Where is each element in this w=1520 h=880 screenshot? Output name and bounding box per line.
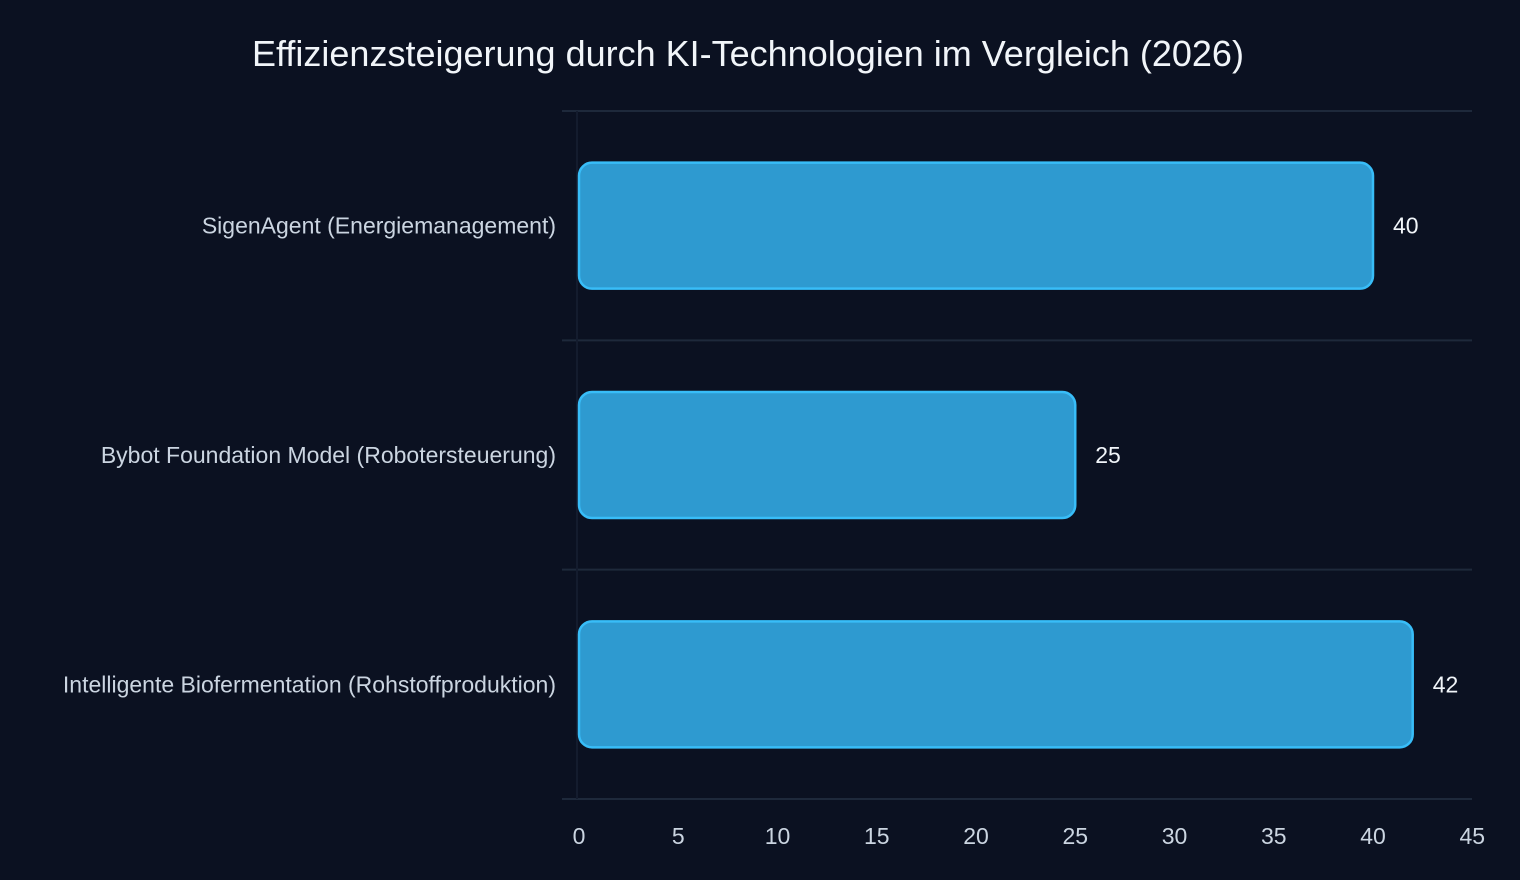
- category-label: SigenAgent (Energiemanagement): [202, 213, 556, 239]
- data-label: 42: [1433, 671, 1459, 697]
- bar: [577, 390, 1077, 520]
- value-labels: 40 25 42: [1095, 213, 1458, 698]
- bars: [577, 161, 1414, 749]
- x-tick-label: 0: [573, 823, 586, 849]
- x-tick-label: 45: [1459, 823, 1485, 849]
- category-label: Bybot Foundation Model (Robotersteuerung…: [101, 442, 556, 468]
- x-tick-label: 40: [1360, 823, 1386, 849]
- x-tick-label: 25: [1062, 823, 1088, 849]
- category-label: Intelligente Biofermentation (Rohstoffpr…: [63, 671, 556, 697]
- x-tick-label: 35: [1261, 823, 1287, 849]
- grid: [562, 110, 1472, 800]
- x-tick-label: 20: [963, 823, 989, 849]
- x-tick-label: 30: [1162, 823, 1188, 849]
- x-axis-ticks: 0 5 10 15 20 25 30 35 40 45: [573, 823, 1485, 849]
- data-label: 40: [1393, 213, 1419, 239]
- chart-title: Effizienzsteigerung durch KI-Technologie…: [252, 33, 1244, 74]
- x-tick-label: 10: [765, 823, 791, 849]
- data-label: 25: [1095, 442, 1121, 468]
- x-tick-label: 15: [864, 823, 890, 849]
- x-tick-label: 5: [672, 823, 685, 849]
- category-labels: SigenAgent (Energiemanagement) Bybot Foun…: [63, 213, 556, 698]
- bar: [577, 620, 1414, 749]
- bar: [577, 161, 1375, 290]
